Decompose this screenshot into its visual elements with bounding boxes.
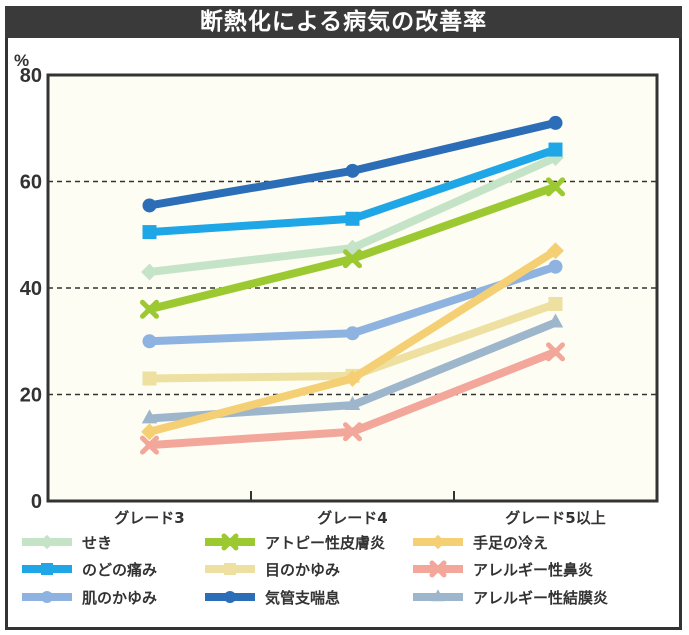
series-3 — [142, 142, 563, 240]
y-axis-ticks: 0 20 40 60 80 — [20, 65, 42, 513]
legend-label: アレルギー性鼻炎 — [473, 561, 593, 579]
marker-diamond — [430, 534, 446, 550]
legend-label: 目のかゆみ — [265, 561, 340, 579]
legend-label: アレルギー性結膜炎 — [473, 589, 608, 607]
marker-square — [224, 563, 236, 575]
marker-square — [548, 296, 563, 311]
marker-square — [41, 563, 53, 575]
marker-cross — [429, 560, 447, 578]
marker-diamond — [141, 423, 158, 441]
legend-item: アレルギー性鼻炎 — [413, 560, 593, 579]
marker-square — [142, 225, 157, 240]
marker-cross — [140, 299, 159, 319]
series-2 — [141, 242, 564, 441]
marker-circle — [345, 326, 360, 341]
marker-triangle — [141, 409, 158, 424]
series-lines — [140, 115, 565, 455]
x-tick-label: グレード5以上 — [505, 509, 605, 527]
legend-item: 手足の冷え — [413, 534, 548, 552]
marker-triangle — [547, 313, 564, 328]
legend-item: アトピー性皮膚炎 — [205, 533, 385, 552]
y-axis-unit: % — [14, 51, 29, 70]
marker-diamond — [141, 263, 158, 281]
legend-item: のどの痛み — [22, 561, 157, 579]
marker-circle — [41, 591, 53, 603]
y-tick-label: 20 — [20, 385, 42, 407]
series-0 — [141, 149, 564, 281]
chart-title: 断熱化による病気の改善率 — [5, 6, 682, 38]
legend-item: アレルギー性結膜炎 — [413, 589, 608, 607]
marker-cross — [343, 249, 362, 269]
marker-diamond — [547, 149, 564, 166]
marker-triangle — [344, 396, 361, 411]
x-tick-label: グレード4 — [317, 509, 387, 527]
gridlines — [48, 180, 657, 396]
legend-item: 肌のかゆみ — [22, 589, 157, 607]
legend-label: 肌のかゆみ — [82, 589, 157, 607]
legend-label: のどの痛み — [82, 561, 157, 579]
marker-cross — [343, 422, 362, 442]
legend-item: 目のかゆみ — [205, 561, 340, 579]
marker-cross — [140, 435, 159, 455]
y-tick-label: 80 — [20, 65, 42, 87]
marker-square — [548, 142, 563, 157]
marker-circle — [142, 334, 157, 349]
legend-item: せき — [22, 534, 112, 552]
marker-circle — [142, 198, 157, 213]
legend-label: せき — [82, 534, 112, 552]
series-5 — [140, 342, 565, 455]
marker-triangle — [431, 589, 445, 602]
marker-square — [142, 371, 157, 386]
marker-circle — [548, 115, 563, 130]
marker-cross — [546, 342, 565, 362]
marker-cross — [221, 533, 239, 551]
series-1 — [140, 177, 565, 319]
marker-circle — [548, 259, 563, 274]
legend-item: 気管支喘息 — [205, 589, 340, 607]
marker-diamond — [547, 242, 564, 260]
marker-circle — [224, 591, 236, 603]
marker-cross — [546, 177, 565, 197]
marker-diamond — [39, 534, 55, 550]
y-tick-label: 60 — [20, 172, 42, 194]
legend-label: 気管支喘息 — [265, 589, 340, 607]
y-tick-label: 40 — [20, 278, 42, 300]
marker-diamond — [344, 370, 361, 387]
legend-label: アトピー性皮膚炎 — [265, 534, 385, 552]
marker-circle — [345, 163, 360, 178]
x-tick-label: グレード3 — [114, 509, 184, 527]
legend-label: 手足の冷え — [473, 534, 548, 552]
x-axis-ticks: グレード3 グレード4 グレード5以上 — [114, 491, 606, 527]
marker-diamond — [344, 239, 361, 257]
marker-square — [345, 211, 360, 226]
y-tick-label: 0 — [31, 491, 42, 513]
series-7 — [142, 115, 563, 213]
